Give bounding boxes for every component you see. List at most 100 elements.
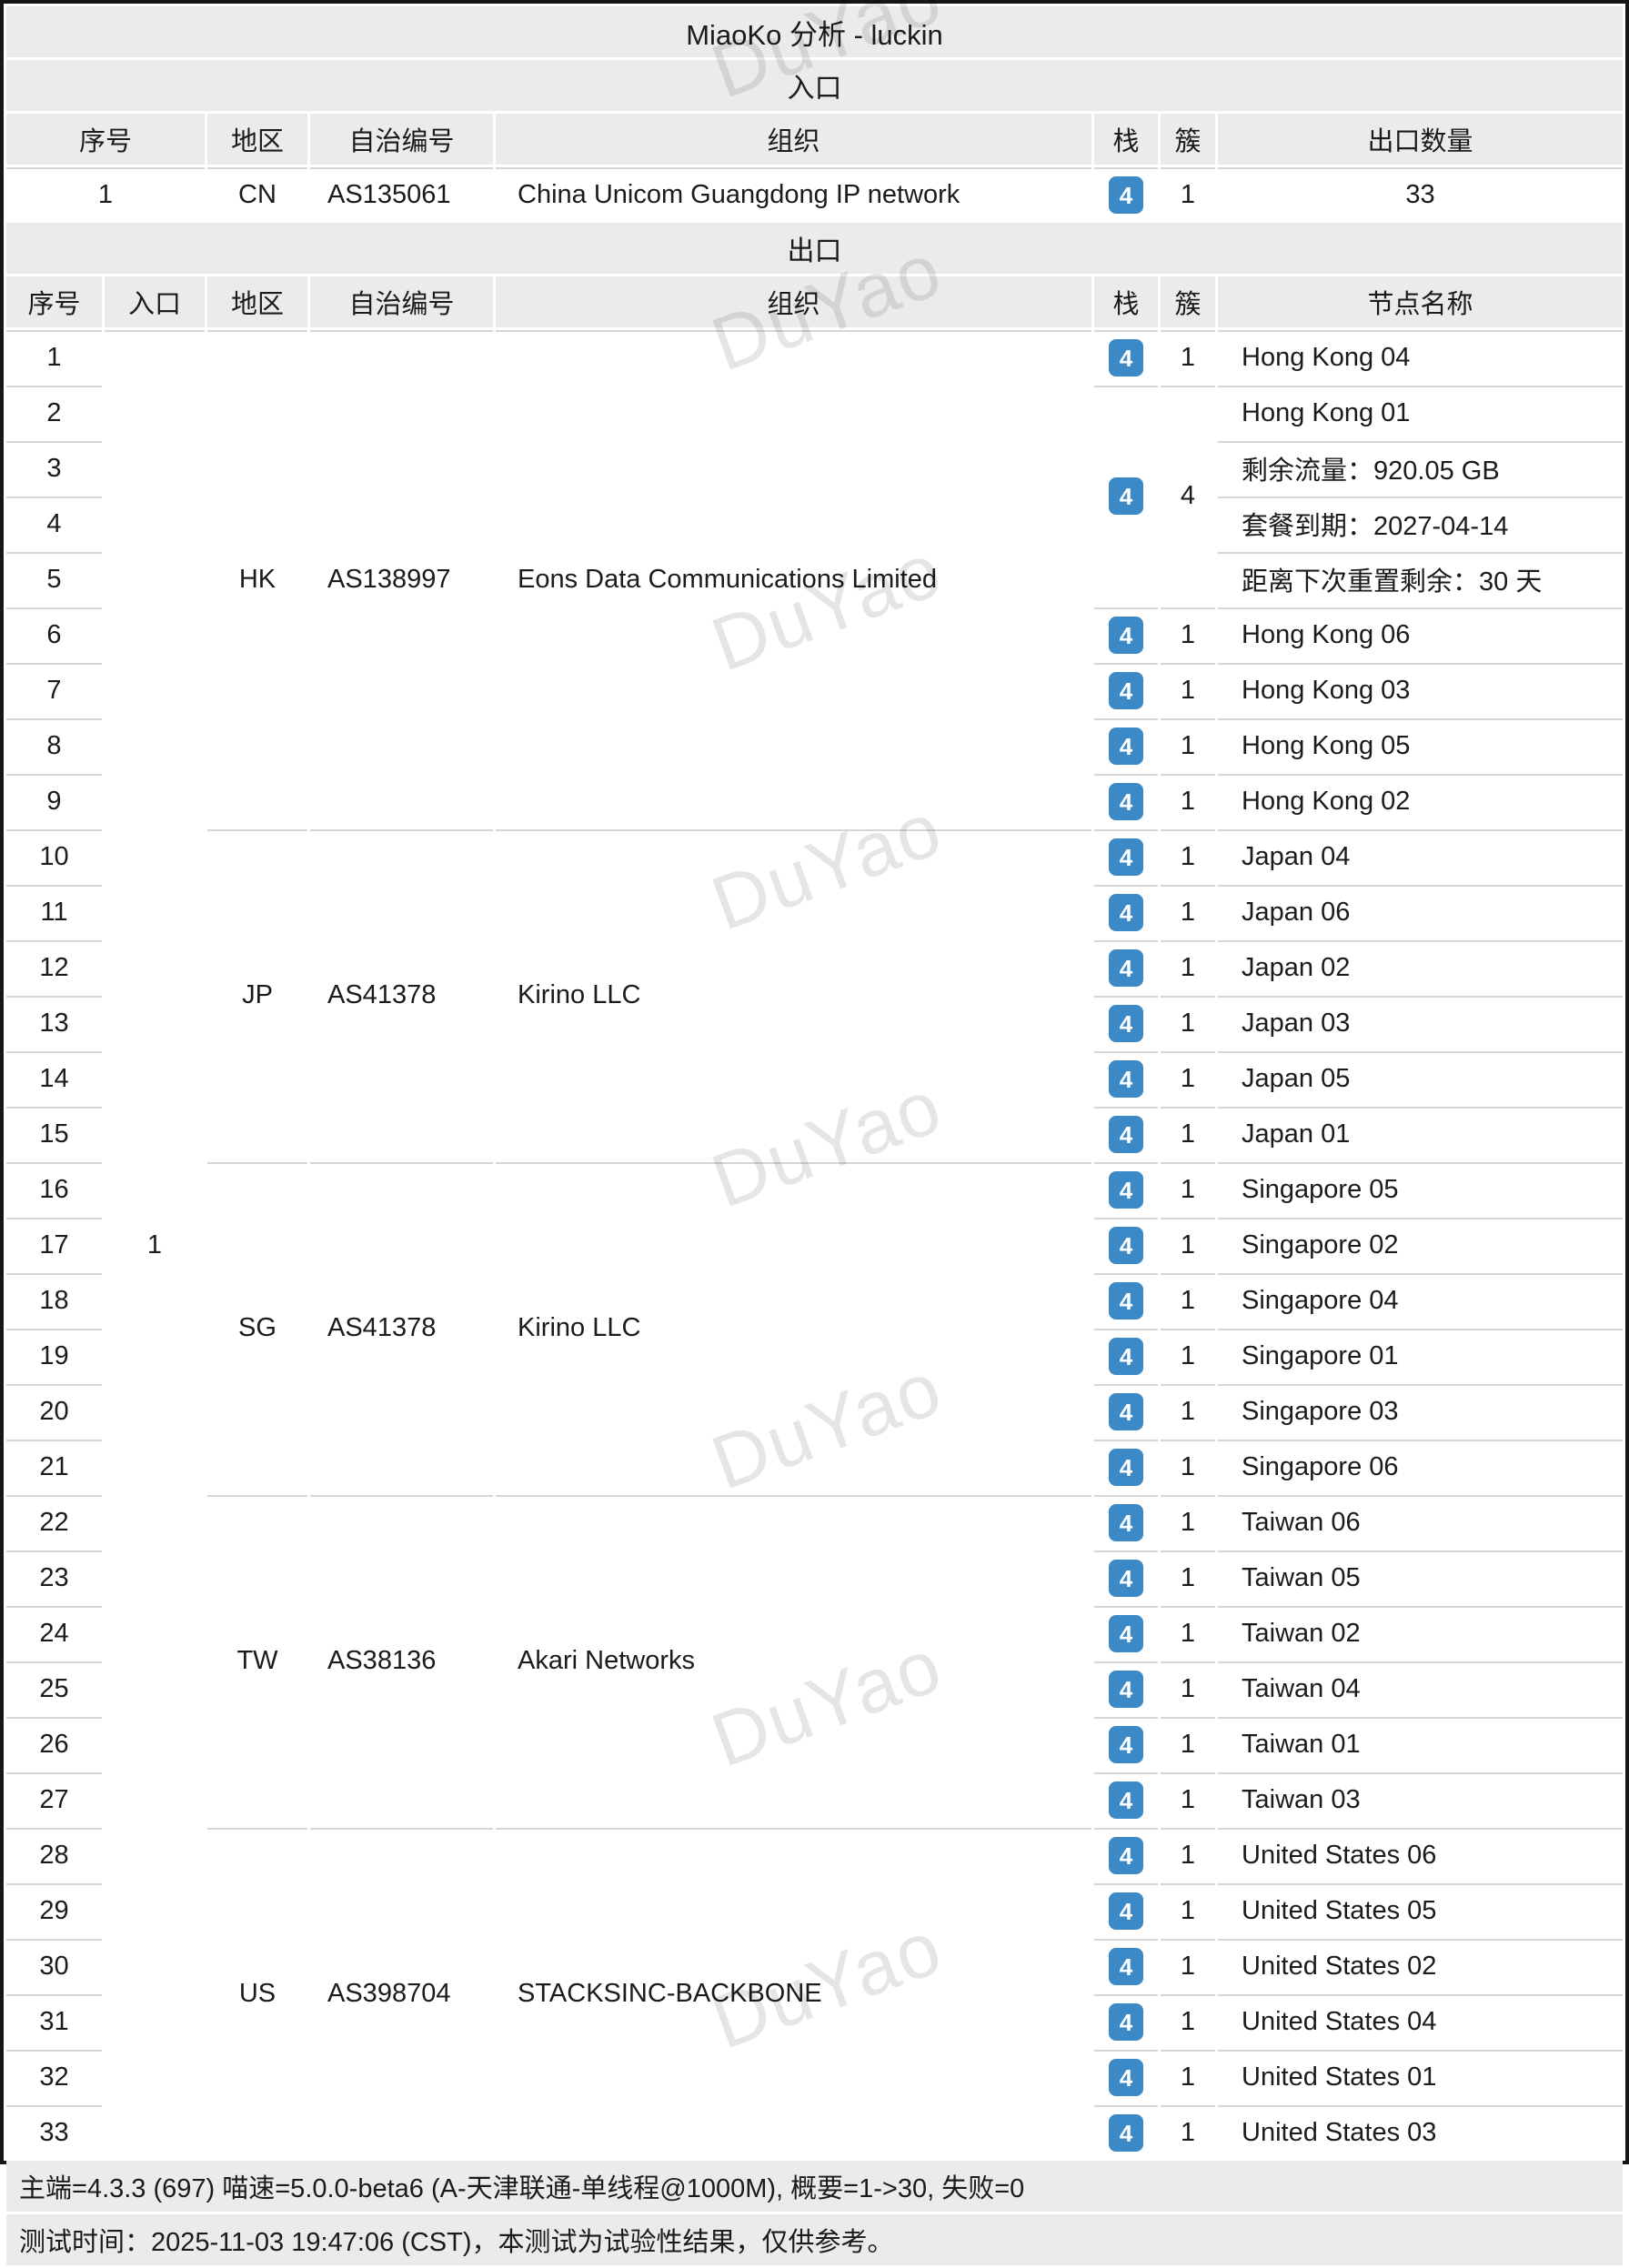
asn-cell: AS41378: [310, 829, 493, 1159]
stack-cell: 4: [1094, 1162, 1158, 1215]
cluster-cell: 1: [1161, 1828, 1215, 1881]
asn-cell: AS138997: [310, 330, 493, 827]
node-cell: Singapore 02: [1218, 1218, 1623, 1270]
stack-badge: 4: [1109, 948, 1143, 987]
seq-cell: 3: [6, 441, 102, 494]
seq-cell: 19: [6, 1329, 102, 1381]
col-header-region: 地区: [207, 276, 307, 327]
seq-cell: 5: [6, 552, 102, 605]
stack-badge: 4: [1109, 2058, 1143, 2096]
seq-cell: 22: [6, 1495, 102, 1548]
table-row: 28 US AS398704 STACKSINC-BACKBONE 4 1 Un…: [6, 1828, 1623, 2008]
stack-cell: 4: [1094, 663, 1158, 716]
entry-row: 1 CN AS135061 China Unicom Guangdong IP …: [6, 167, 1623, 220]
stack-cell: 4: [1094, 1273, 1158, 1326]
stack-badge: 4: [1109, 1725, 1143, 1763]
exit-count-cell: 33: [1218, 167, 1623, 220]
seq-cell: 17: [6, 1218, 102, 1270]
table-row: 16 SG AS41378 Kirino LLC 4 1 Singapore 0…: [6, 1162, 1623, 1342]
col-header-org: 组织: [496, 114, 1091, 165]
table-row: 10 JP AS41378 Kirino LLC 4 1 Japan 04: [6, 829, 1623, 1009]
table-row: 18 4 1 Singapore 04: [6, 1273, 1623, 1326]
cluster-cell: 1: [1161, 1994, 1215, 2047]
analysis-table: MiaoKo 分析 - luckin 入口 序号 地区 自治编号 组织 栈 簇 …: [4, 4, 1625, 2268]
stack-badge: 4: [1109, 176, 1143, 214]
node-cell: Hong Kong 01: [1218, 386, 1623, 438]
seq-cell: 2: [6, 386, 102, 438]
stack-badge: 4: [1109, 1392, 1143, 1430]
node-cell: Singapore 03: [1218, 1384, 1623, 1437]
seq-cell: 33: [6, 2105, 102, 2158]
seq-cell: 16: [6, 1162, 102, 1215]
stack-cell: 4: [1094, 829, 1158, 882]
seq-cell: 23: [6, 1550, 102, 1603]
footer-timestamp-line: 测试时间：2025-11-03 19:47:06 (CST)，本测试为试验性结果…: [6, 2214, 1623, 2265]
stack-badge: 4: [1109, 477, 1143, 515]
stack-badge: 4: [1109, 1836, 1143, 1874]
table-row: 6 4 1 Hong Kong 06: [6, 607, 1623, 660]
org-cell: STACKSINC-BACKBONE: [496, 1828, 1091, 2158]
stack-badge: 4: [1109, 671, 1143, 709]
stack-badge: 4: [1109, 1503, 1143, 1541]
seq-cell: 28: [6, 1828, 102, 1881]
cluster-cell: 1: [1161, 1440, 1215, 1492]
node-cell: Hong Kong 02: [1218, 774, 1623, 827]
cluster-cell: 1: [1161, 885, 1215, 938]
stack-cell: 4: [1094, 1384, 1158, 1437]
seq-cell: 15: [6, 1107, 102, 1159]
seq-cell: 10: [6, 829, 102, 882]
table-row: 17 4 1 Singapore 02: [6, 1218, 1623, 1270]
table-row: 23 4 1 Taiwan 05: [6, 1550, 1623, 1603]
stack-badge: 4: [1109, 838, 1143, 876]
col-header-node-name: 节点名称: [1218, 276, 1623, 327]
seq-cell: 18: [6, 1273, 102, 1326]
col-header-stack: 栈: [1094, 114, 1158, 165]
stack-cell: 4: [1094, 1440, 1158, 1492]
table-row: 21 4 1 Singapore 06: [6, 1440, 1623, 1492]
table-row: 8 4 1 Hong Kong 05: [6, 718, 1623, 771]
stack-badge: 4: [1109, 1892, 1143, 1930]
org-cell: Eons Data Communications Limited: [496, 330, 1091, 827]
stack-badge: 4: [1109, 1947, 1143, 1985]
asn-cell: AS38136: [310, 1495, 493, 1825]
node-cell: Japan 05: [1218, 1051, 1623, 1104]
table-row: 15 4 1 Japan 01: [6, 1107, 1623, 1159]
stack-cell: 4: [1094, 1883, 1158, 1936]
exit-header-row: 序号 入口 地区 自治编号 组织 栈 簇 节点名称: [6, 276, 1623, 327]
stack-cell: 4: [1094, 1772, 1158, 1825]
stack-cell: 4: [1094, 1994, 1158, 2047]
seq-cell: 29: [6, 1883, 102, 1936]
node-cell: United States 04: [1218, 1994, 1623, 2047]
stack-cell: 4: [1094, 1717, 1158, 1770]
cluster-cell: 1: [1161, 1550, 1215, 1603]
stack-badge: 4: [1109, 1281, 1143, 1320]
stack-badge: 4: [1109, 338, 1143, 376]
stack-badge: 4: [1109, 1670, 1143, 1708]
node-cell: Japan 06: [1218, 885, 1623, 938]
seq-cell: 27: [6, 1772, 102, 1825]
asn-cell: AS41378: [310, 1162, 493, 1492]
section-heading-entry: 入口: [6, 60, 1623, 111]
table-row: 27 4 1 Taiwan 03: [6, 1772, 1623, 1825]
region-cell: CN: [207, 167, 307, 220]
stack-cell: 4: [1094, 330, 1158, 383]
seq-cell: 4: [6, 497, 102, 549]
seq-cell: 1: [6, 330, 102, 383]
cluster-cell: 1: [1161, 1218, 1215, 1270]
stack-badge: 4: [1109, 1226, 1143, 1264]
cluster-cell: 4: [1161, 386, 1215, 605]
footer-summary-line: 主端=4.3.3 (697) 喵速=5.0.0-beta6 (A-天津联通-单线…: [6, 2161, 1623, 2212]
cluster-cell: 1: [1161, 1772, 1215, 1825]
table-row: 3 剩余流量：920.05 GB: [6, 441, 1623, 494]
table-row: 33 4 1 United States 03: [6, 2105, 1623, 2158]
table-row: 29 4 1 United States 05: [6, 1883, 1623, 1936]
col-header-no: 序号: [6, 114, 205, 165]
cluster-cell: 1: [1161, 1717, 1215, 1770]
cluster-cell: 1: [1161, 1883, 1215, 1936]
table-row: 25 4 1 Taiwan 04: [6, 1661, 1623, 1714]
seq-cell: 20: [6, 1384, 102, 1437]
node-cell: Singapore 01: [1218, 1329, 1623, 1381]
cluster-cell: 1: [1161, 663, 1215, 716]
node-cell: Japan 02: [1218, 940, 1623, 993]
cluster-cell: 1: [1161, 607, 1215, 660]
